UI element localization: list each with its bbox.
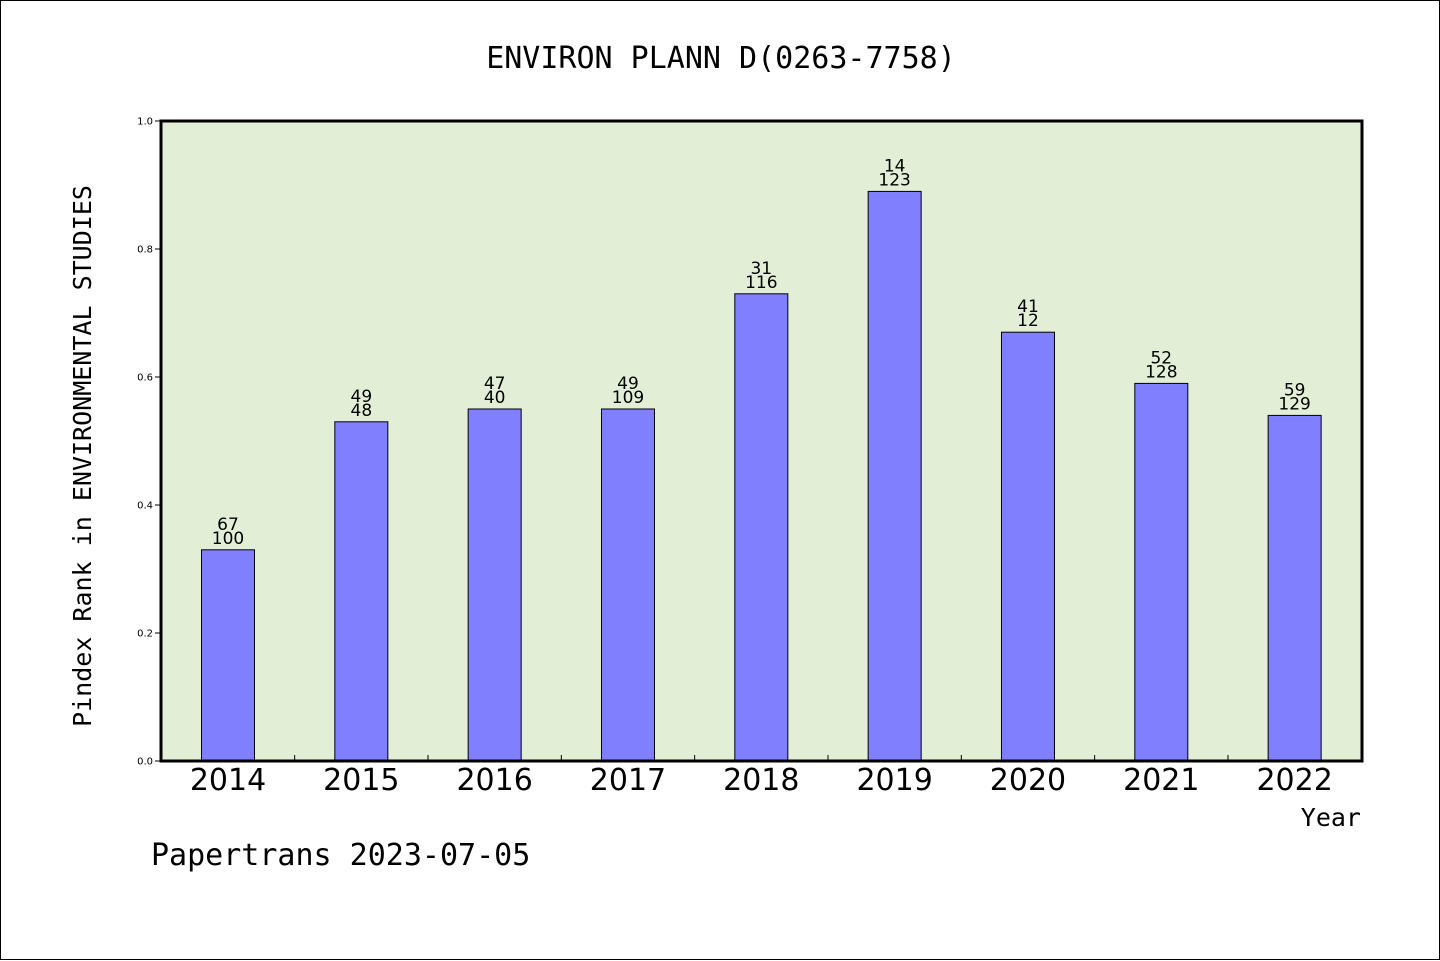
x-tick-label-2019: 2019	[856, 763, 932, 798]
x-tick-label-2014: 2014	[190, 763, 266, 798]
y-axis-label: Pindex Rank in ENVIRONMENTAL STUDIES	[68, 185, 97, 727]
x-tick-label-2016: 2016	[456, 763, 532, 798]
y-tick-label-0.8: 0.8	[137, 245, 153, 256]
x-tick-label-2020: 2020	[990, 763, 1066, 798]
bar-label-bottom-2016: 40	[484, 388, 506, 408]
plot-frame	[159, 119, 1364, 763]
bar-label-top-2020: 41	[1017, 297, 1039, 317]
bar-label-top-2019: 14	[884, 156, 906, 176]
bar-label-top-2021: 52	[1150, 348, 1172, 368]
x-tick-label-2022: 2022	[1256, 763, 1332, 798]
bar-label-bottom-2017: 109	[612, 388, 644, 408]
y-tick-label-0.4: 0.4	[137, 501, 153, 512]
bar-label-bottom-2022: 129	[1278, 394, 1310, 414]
y-tick-label-0.2: 0.2	[137, 629, 153, 640]
y-tick-label-1.0: 1.0	[137, 117, 153, 128]
bar-2014	[201, 549, 255, 762]
bar-label-top-2022: 59	[1284, 380, 1306, 400]
bar-label-top-2017: 49	[617, 374, 639, 394]
y-tick-label-0.0: 0.0	[137, 757, 153, 768]
bar-label-top-2016: 47	[484, 374, 506, 394]
x-axis-ticks: 2014 2015 2016 2017 2018 2019 2020 2021 2022	[190, 755, 1333, 798]
x-tick-label-2021: 2021	[1123, 763, 1199, 798]
bar-2021	[1134, 382, 1189, 762]
bar-2016	[467, 408, 522, 762]
bar-label-top-2018: 31	[750, 259, 772, 279]
bar-2022	[1267, 414, 1322, 762]
y-axis-ticks: 0.0 0.2 0.4 0.6 0.8 1.0	[137, 117, 161, 768]
bar-2018	[734, 293, 789, 762]
bar-label-bottom-2021: 128	[1145, 362, 1177, 382]
bar-label-top-2015: 49	[351, 387, 373, 407]
bar-label-bottom-2020: 12	[1017, 311, 1039, 331]
bar-label-bottom-2018: 116	[745, 273, 777, 293]
bar-series	[201, 190, 1322, 762]
bar-label-bottom-2015: 48	[351, 401, 373, 421]
x-tick-label-2015: 2015	[323, 763, 399, 798]
chart-title: ENVIRON PLANN D(0263-7758)	[486, 41, 956, 76]
x-tick-label-2017: 2017	[590, 763, 666, 798]
bar-labels: 6710049484740491093111614123411252128591…	[212, 156, 1311, 548]
bar-label-bottom-2014: 100	[212, 529, 244, 549]
y-tick-label-0.6: 0.6	[137, 373, 153, 384]
x-tick-label-2018: 2018	[723, 763, 799, 798]
bar-2020	[1000, 331, 1055, 762]
bar-2017	[600, 408, 655, 762]
bar-label-bottom-2019: 123	[878, 170, 910, 190]
x-axis-label: Year	[1301, 803, 1361, 832]
bar-2019	[867, 190, 922, 762]
footer-credit: Papertrans 2023-07-05	[151, 838, 530, 873]
bar-2015	[334, 421, 389, 762]
bar-label-top-2014: 67	[217, 515, 239, 535]
